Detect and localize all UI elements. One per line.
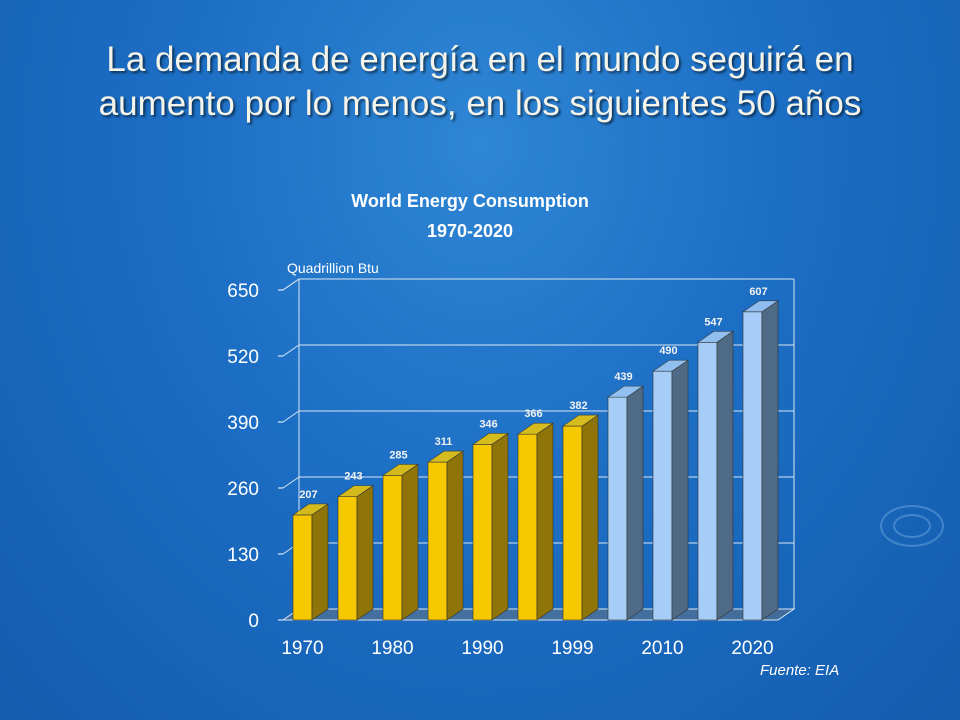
y-tick-label: 650: [227, 281, 259, 302]
bar-top: [382, 464, 419, 476]
bar: [472, 444, 493, 621]
bar-top: [742, 300, 779, 313]
bar-top: [607, 385, 644, 398]
bar-side: [536, 422, 554, 621]
data-label: 207: [299, 489, 317, 501]
bar-top: [337, 485, 374, 497]
data-label: 285: [389, 449, 407, 461]
bar-side: [716, 330, 734, 621]
bar: [427, 461, 448, 621]
chart-title-years: 1970-2020: [426, 221, 514, 241]
bar: [517, 433, 538, 621]
data-label: 243: [344, 471, 362, 483]
gridline-depth: [282, 344, 300, 357]
gridline-depth: [282, 476, 300, 489]
data-label: 439: [614, 371, 632, 383]
bar-top: [652, 359, 689, 372]
y-tick-label: 130: [227, 545, 259, 566]
bar-top: [292, 503, 329, 516]
data-label: 366: [524, 408, 542, 420]
bar-top: [697, 330, 734, 343]
bar: [742, 311, 763, 621]
bar: [292, 514, 313, 621]
bar-side: [356, 485, 374, 621]
y-tick-label: 260: [227, 479, 259, 500]
x-tick-label: 1990: [461, 638, 503, 659]
source-note: Fuente: EIA: [760, 662, 840, 679]
gridline-depth: [282, 410, 300, 423]
bar: [562, 425, 583, 621]
bar-top: [472, 433, 509, 445]
bars: [292, 300, 779, 621]
bar-side: [401, 463, 419, 621]
chart-title-main: World Energy Consumption: [351, 191, 589, 211]
top-depth-edge: [282, 278, 300, 291]
y-tick-label: 0: [248, 611, 259, 632]
x-tick-label: 2020: [731, 638, 773, 659]
bar-top: [427, 450, 464, 463]
bar-side: [446, 450, 464, 621]
y-tick-label: 390: [227, 413, 259, 434]
data-label: 382: [569, 400, 587, 412]
data-label: 311: [435, 436, 453, 448]
data-label: 547: [704, 316, 722, 328]
bar-side: [671, 359, 689, 621]
data-label: 490: [659, 345, 677, 357]
x-tick-label: 1970: [281, 638, 323, 659]
x-tick-label: 2010: [641, 638, 683, 659]
bar: [652, 370, 673, 621]
bar-top: [562, 414, 599, 427]
data-label: 346: [479, 418, 497, 430]
tick-labels: 0 130 260 390 520 650 1970 1980 1990 1999 2010 2020: [227, 281, 773, 659]
data-labels: 207 243 285 311 346 366 382 439 490 547 607: [299, 286, 767, 501]
bar-side: [581, 414, 599, 621]
bar: [697, 341, 718, 621]
decorative-ripple: [893, 514, 931, 538]
chart-title: World Energy Consumption 1970-2020: [170, 186, 770, 246]
decorative-ripple: [880, 505, 944, 547]
bar: [607, 396, 628, 621]
x-tick-label: 1999: [551, 638, 593, 659]
bar-side: [626, 385, 644, 621]
x-tick-label: 1980: [371, 638, 413, 659]
bar-side: [761, 300, 779, 621]
bar-side: [491, 432, 509, 621]
y-tick-label: 520: [227, 347, 259, 368]
y-axis-label: Quadrillion Btu: [287, 260, 379, 276]
data-label: 607: [749, 286, 767, 298]
bar: [382, 475, 403, 621]
slide-title: La demanda de energía en el mundo seguir…: [98, 40, 862, 123]
bar: [337, 496, 358, 621]
bar-side: [311, 503, 329, 621]
bar-top: [517, 422, 554, 435]
